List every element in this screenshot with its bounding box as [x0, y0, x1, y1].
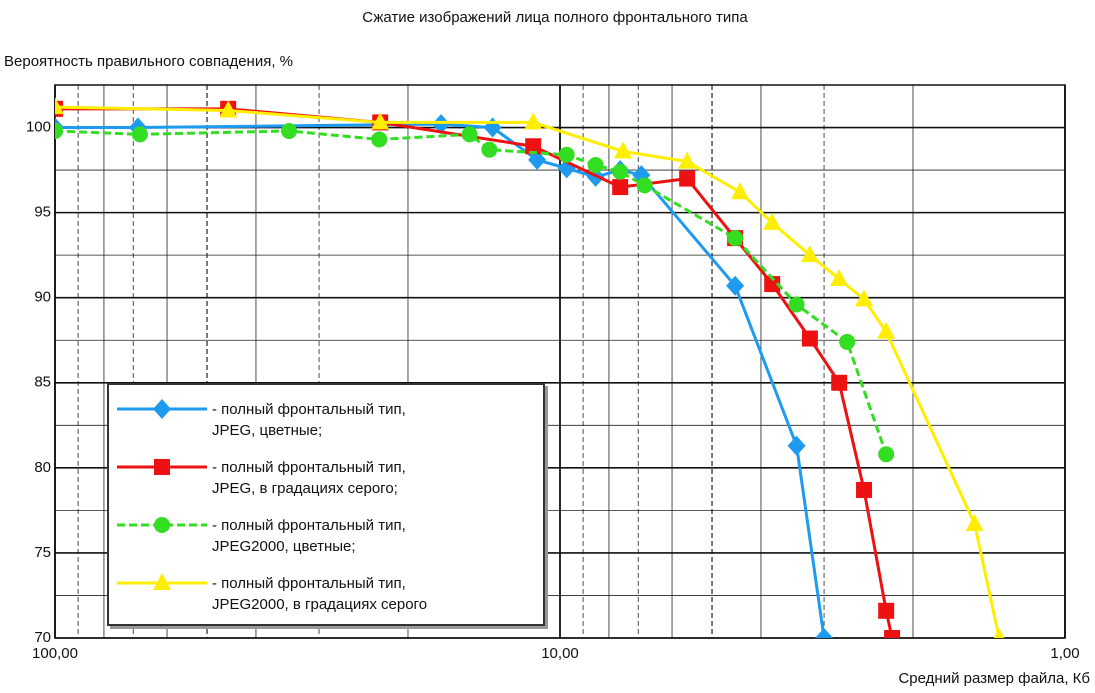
point [131, 126, 148, 143]
point [371, 112, 390, 130]
legend-marker [153, 399, 171, 419]
point [614, 141, 633, 159]
legend-item: - полный фронтальный тип, JPEG2000, в гр… [109, 569, 543, 625]
point [612, 179, 629, 196]
y-tick-label: 90 [34, 289, 51, 306]
point [855, 289, 874, 307]
legend-swatch [117, 459, 207, 475]
plot-frame [54, 84, 1066, 639]
x-tick-label: 10,00 [541, 645, 579, 662]
legend-label: - полный фронтальный тип, JPEG, в градац… [212, 459, 406, 497]
point [878, 602, 895, 619]
legend-marker [154, 517, 170, 533]
point [678, 151, 697, 169]
point [731, 182, 750, 200]
point [787, 435, 806, 456]
legend-label: - полный фронтальный тип, JPEG2000, цвет… [212, 517, 406, 555]
x-tick-label: 1,00 [1050, 645, 1079, 662]
point [965, 513, 984, 531]
legend-swatch [117, 399, 207, 419]
point [371, 131, 388, 148]
point [993, 628, 1005, 638]
point [636, 177, 653, 194]
chart-title: Сжатие изображений лица полного фронталь… [362, 9, 748, 26]
x-axis-label: Средний размер файла, Кб [898, 670, 1090, 687]
y-tick-label: 100 [26, 119, 51, 136]
point [481, 141, 498, 158]
point [839, 333, 856, 350]
point [764, 276, 781, 293]
point [763, 212, 782, 230]
point [856, 481, 873, 498]
point [587, 156, 604, 173]
legend-swatch [117, 573, 207, 590]
point [55, 122, 63, 139]
series-line [55, 105, 1001, 638]
point [55, 97, 64, 115]
point [815, 628, 834, 638]
legend-item: - полный фронтальный тип, JPEG, в градац… [109, 453, 543, 509]
point [219, 100, 238, 118]
point [528, 149, 547, 170]
legend-item: - полный фронтальный тип, JPEG, цветные; [109, 395, 543, 451]
point [788, 296, 805, 313]
y-tick-label: 95 [34, 204, 51, 221]
legend-marker [153, 573, 171, 590]
point [877, 321, 896, 339]
point [727, 230, 744, 247]
point [525, 138, 542, 155]
legend-item: - полный фронтальный тип, JPEG2000, цвет… [109, 511, 543, 567]
series [55, 122, 895, 463]
y-tick-label: 75 [34, 544, 51, 561]
point [612, 163, 629, 180]
point [831, 374, 848, 391]
legend-label: - полный фронтальный тип, JPEG, цветные; [212, 401, 406, 439]
point [830, 268, 849, 286]
point [524, 112, 543, 130]
legend: - полный фронтальный тип, JPEG, цветные;… [107, 383, 545, 626]
point [461, 126, 478, 143]
y-tick-label: 80 [34, 459, 51, 476]
point [432, 114, 451, 135]
legend-swatch [117, 517, 207, 533]
legend-marker [154, 459, 170, 475]
series [55, 97, 1005, 638]
y-axis-label: Вероятность правильного совпадения, % [4, 53, 293, 70]
point [281, 122, 298, 139]
series-line [55, 129, 888, 455]
point [726, 275, 745, 296]
legend-label: - полный фронтальный тип, JPEG2000, в гр… [212, 575, 428, 613]
point [679, 170, 696, 187]
y-tick-label: 70 [34, 629, 51, 646]
point [884, 630, 901, 638]
x-tick-label: 100,00 [32, 645, 78, 662]
point [878, 446, 895, 463]
y-tick-label: 85 [34, 374, 51, 391]
point [801, 330, 818, 347]
point [483, 117, 502, 138]
point [558, 146, 575, 163]
point [800, 245, 819, 263]
